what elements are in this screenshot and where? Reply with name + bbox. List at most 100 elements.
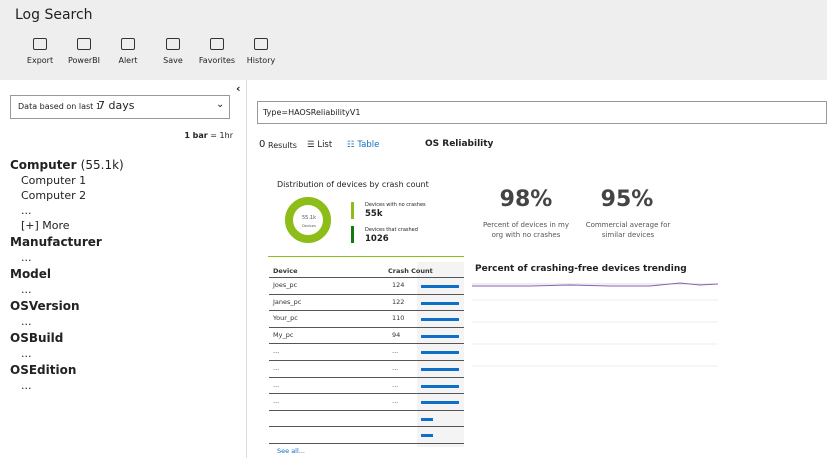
trend-chart	[472, 282, 719, 367]
toolbar-label[interactable]: History	[246, 56, 276, 65]
facet-item[interactable]: ...	[21, 283, 32, 296]
table-cell: ...	[273, 364, 280, 372]
facet-item[interactable]: Computer 2	[21, 189, 87, 202]
query-box[interactable]: Type=HAOSReliabilityV1	[257, 101, 827, 124]
toolbar-icon[interactable]	[210, 38, 224, 50]
legend-swatch	[351, 226, 354, 243]
table-cell: ...	[273, 397, 280, 406]
collapse-button[interactable]: ‹	[236, 82, 241, 95]
donut-sub: Devices	[302, 224, 316, 228]
table-cell: ...	[273, 347, 280, 356]
facet-name[interactable]: Model	[10, 267, 52, 281]
toolbar-label[interactable]: Alert	[118, 56, 138, 65]
facet-item[interactable]: [+] More	[21, 219, 70, 232]
crash-bar	[421, 384, 459, 388]
legend-swatch	[351, 202, 354, 219]
crash-bar	[421, 318, 459, 322]
time-dropdown[interactable]: Data based on last 1 7 days ⌄	[10, 95, 230, 119]
crash-bar	[421, 417, 433, 421]
row-separator	[269, 443, 464, 444]
facet-name[interactable]: Manufacturer	[10, 235, 102, 249]
toolbar-icon[interactable]	[166, 38, 180, 50]
page-title: Log Search	[15, 7, 93, 23]
legend-label: Devices with no crashes	[365, 202, 426, 208]
toolbar-icon[interactable]	[254, 38, 268, 50]
table-header: Device	[273, 267, 298, 275]
header	[0, 0, 827, 80]
stat-value: 95%	[600, 187, 654, 212]
table-cell: 110	[392, 314, 405, 323]
bar-note-unit: 1 bar	[184, 131, 208, 140]
donut-title: Distribution of devices by crash count	[277, 180, 429, 189]
table-cell: ...	[392, 364, 399, 372]
crash-bar	[421, 434, 433, 438]
crash-bar	[421, 285, 459, 288]
trend-line	[472, 282, 719, 287]
table-cell: 94	[392, 330, 401, 339]
dropdown-value: 7 days	[98, 99, 135, 112]
row-separator	[269, 343, 464, 345]
facet-name[interactable]: OSVersion	[10, 299, 80, 313]
legend-label: Devices that crashed	[365, 227, 418, 233]
toolbar-icon[interactable]	[77, 38, 91, 50]
stat-label: Commercial average for similar devices	[585, 221, 671, 239]
bar-note-scale: = 1hr	[210, 131, 233, 140]
row-separator	[269, 426, 464, 428]
dropdown-arrow: ⌄	[216, 99, 225, 110]
donut	[285, 197, 331, 243]
toolbar-label[interactable]: Export	[26, 56, 54, 65]
facet-item[interactable]: ...	[21, 251, 32, 264]
result-count: 0	[259, 139, 266, 150]
row-separator	[269, 376, 464, 378]
donut-center: 55.1k	[301, 215, 317, 221]
dropdown-prefix: Data based on last 1	[18, 102, 101, 111]
facet-item[interactable]: ...	[21, 204, 32, 217]
facet-item[interactable]: ...	[21, 315, 32, 328]
toolbar-label[interactable]: Favorites	[198, 56, 236, 65]
bar-note: 1 bar = 1hr	[184, 131, 233, 140]
crash-bar	[421, 351, 459, 355]
list-tab[interactable]: ☰ List	[307, 140, 333, 150]
row-separator	[269, 360, 464, 361]
toolbar-label[interactable]: Save	[163, 56, 183, 65]
table-cell: Joes_pc	[273, 281, 298, 289]
table-top-border	[268, 256, 464, 257]
toolbar-label[interactable]: PowerBI	[67, 56, 101, 65]
table-cell: 124	[392, 281, 405, 289]
table-cell: ...	[273, 380, 280, 389]
result-label: Results	[268, 141, 297, 150]
view-title: OS Reliability	[425, 139, 494, 149]
table-tab[interactable]: ☷ Table	[347, 140, 380, 150]
row-separator	[269, 277, 464, 278]
facet-name[interactable]: Computer (55.1k)	[10, 158, 124, 172]
row-separator	[269, 409, 464, 411]
facet-name[interactable]: OSBuild	[10, 331, 64, 345]
facet-name[interactable]: OSEdition	[10, 363, 77, 377]
facet-item[interactable]: Computer 1	[21, 174, 87, 187]
table-cell: 122	[392, 297, 405, 306]
crash-bar	[421, 301, 459, 305]
crash-bar	[421, 401, 459, 405]
table-cell: Janes_pc	[273, 297, 302, 306]
row-separator	[269, 393, 464, 395]
divider	[246, 80, 247, 458]
row-separator	[269, 326, 464, 328]
toolbar-icon[interactable]	[121, 38, 135, 50]
table-tab-label: Table	[357, 140, 380, 150]
row-separator	[269, 293, 464, 295]
donut-ring	[285, 197, 331, 243]
crash-bar	[421, 368, 459, 371]
toolbar-icon[interactable]	[33, 38, 47, 50]
table-header: Crash Count	[388, 267, 433, 275]
bar-column	[417, 262, 464, 447]
trend-title: Percent of crashing-free devices trendin…	[475, 264, 687, 274]
facet-item[interactable]: ...	[21, 347, 32, 360]
table-cell: Your_pc	[273, 314, 298, 323]
table-cell: My_pc	[273, 330, 294, 339]
table-cell: ...	[392, 347, 399, 356]
table-cell: ...	[392, 397, 399, 406]
facet-item[interactable]: ...	[21, 379, 32, 392]
stat-value: 98%	[499, 187, 553, 212]
see-all-link[interactable]: See all...	[277, 447, 305, 455]
